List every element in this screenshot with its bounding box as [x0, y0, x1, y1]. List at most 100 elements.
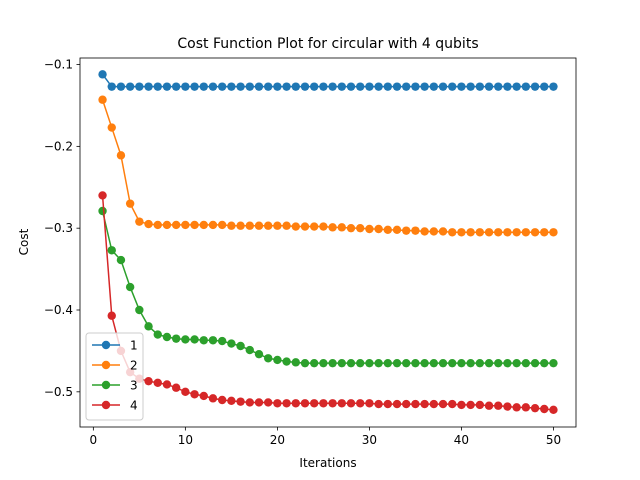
series-3-point — [135, 305, 144, 315]
series-3-point — [328, 358, 337, 368]
series-2-point — [411, 226, 420, 235]
series-2-point — [346, 223, 356, 233]
series-1-point — [549, 82, 558, 91]
series-3-point — [438, 358, 448, 368]
series-1-point — [411, 82, 420, 91]
legend-box — [85, 332, 144, 421]
series-1-point — [144, 82, 153, 91]
series-2-point — [310, 222, 319, 231]
x-tick-label: 20 — [270, 433, 285, 447]
series-2-point — [475, 228, 485, 237]
series-2-point — [291, 222, 300, 231]
series-1-point — [135, 82, 144, 91]
y-tick-label: −0.2 — [44, 139, 73, 153]
series-1-point — [291, 82, 300, 91]
series-4-point — [282, 399, 291, 408]
series-2-point — [530, 228, 540, 237]
series-3-point — [98, 206, 107, 216]
series-4-point — [291, 399, 300, 408]
series-1-point — [116, 82, 126, 91]
chart-title: Cost Function Plot for circular with 4 q… — [177, 36, 478, 52]
series-2-point — [153, 220, 162, 230]
series-3-point — [411, 358, 420, 368]
series-4-point — [484, 401, 494, 410]
series-1-point — [448, 82, 457, 91]
series-3-point — [116, 255, 126, 265]
series-3-point — [549, 358, 558, 368]
series-3-point — [190, 335, 199, 344]
series-3-point — [273, 355, 282, 365]
series-4-point — [365, 399, 374, 408]
series-1-point — [319, 82, 328, 91]
plot-frame — [79, 57, 577, 428]
series-1-point — [107, 82, 116, 91]
legend-marker — [101, 360, 111, 370]
y-tick-label: −0.5 — [44, 385, 73, 399]
series-3-point — [144, 322, 153, 331]
series-3-point — [208, 336, 218, 345]
series-3 — [98, 206, 558, 368]
series-4-point — [190, 390, 199, 399]
series-2-point — [319, 222, 328, 231]
y-axis: −0.5 −0.4 −0.3 −0.2 −0.1 — [44, 58, 80, 399]
series-4-point — [429, 399, 439, 409]
series-3-point — [227, 339, 236, 348]
series-1-point — [438, 82, 448, 91]
series-4-point — [144, 376, 153, 386]
legend-label: 2 — [130, 359, 138, 373]
series-4-point — [153, 378, 162, 388]
series-4-point — [402, 399, 411, 409]
series-3-point — [291, 358, 300, 367]
series-2-point — [512, 228, 521, 237]
series-4-point — [162, 380, 172, 389]
series-3-point — [512, 358, 521, 368]
legend: 1 2 3 4 — [85, 332, 144, 421]
series-3-point — [374, 358, 383, 368]
series-2-point — [227, 221, 236, 230]
series-4-point — [530, 403, 540, 413]
series-4-point — [273, 399, 282, 408]
y-axis-label: Cost — [17, 228, 31, 255]
series-3-point — [521, 358, 531, 368]
series-2-point — [171, 220, 181, 230]
y-tick-label: −0.4 — [44, 303, 73, 317]
series-4-point — [438, 399, 448, 409]
series-4-point — [217, 395, 227, 405]
series-1-point — [227, 82, 236, 91]
series-1-point — [273, 82, 282, 91]
x-axis-label: Iterations — [299, 456, 356, 470]
series-1-point — [300, 82, 310, 91]
series-1-point — [190, 82, 199, 91]
series-4-point — [466, 400, 475, 410]
series-1-point — [475, 82, 485, 91]
series-layer — [98, 70, 558, 415]
series-3-point — [107, 246, 116, 255]
series-1-point — [199, 82, 208, 91]
series-2-point — [392, 225, 402, 235]
series-3-point — [181, 335, 190, 344]
series-4-point — [310, 399, 319, 408]
series-3-point — [383, 358, 393, 368]
series-2-point — [365, 224, 374, 234]
series-2-point — [98, 95, 107, 104]
legend-label: 4 — [130, 399, 138, 413]
series-3-point — [199, 336, 208, 345]
series-2-point — [402, 226, 411, 235]
series-4-point — [236, 397, 245, 406]
series-2-point — [448, 228, 457, 237]
series-2-point — [300, 222, 310, 231]
series-2-point — [521, 228, 531, 237]
series-1 — [98, 70, 558, 91]
series-2-point — [245, 221, 254, 230]
series-2-point — [420, 227, 429, 236]
series-3-point — [346, 358, 356, 368]
series-3-point — [484, 358, 494, 368]
series-1-point — [217, 82, 227, 91]
series-4-point — [328, 399, 337, 408]
series-3-point — [457, 358, 466, 368]
legend-label: 3 — [130, 379, 138, 393]
series-3-point — [402, 358, 411, 368]
series-4-point — [356, 399, 365, 408]
series-4-point — [181, 387, 190, 397]
series-1-point — [494, 82, 503, 91]
